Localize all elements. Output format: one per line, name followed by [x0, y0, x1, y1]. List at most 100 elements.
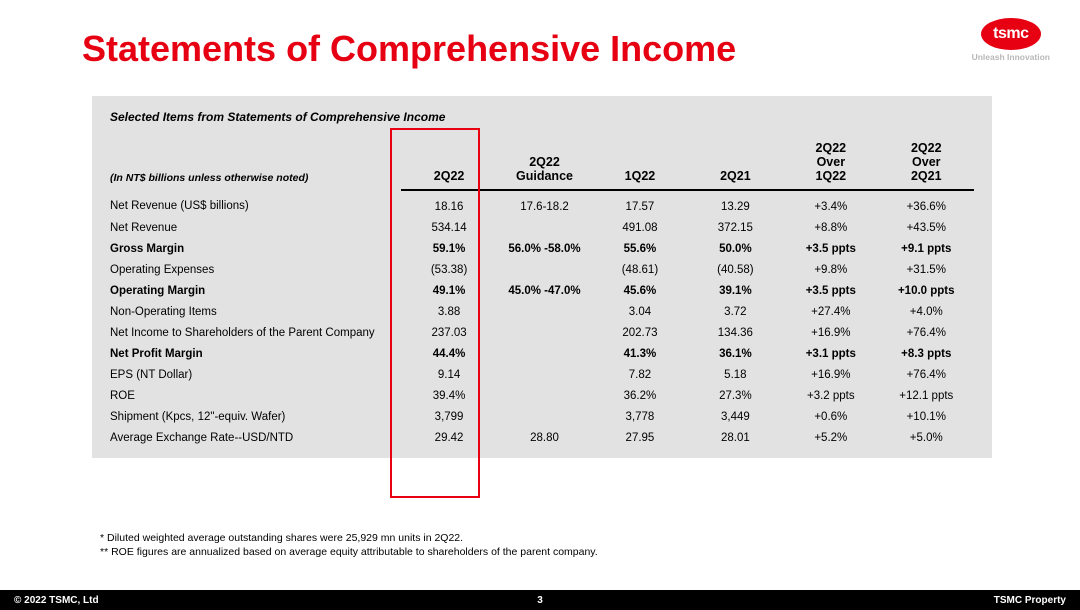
row-label: Net Income to Shareholders of the Parent…: [110, 322, 401, 343]
logo-tagline: Unleash Innovation: [972, 52, 1050, 62]
cell: 50.0%: [688, 238, 783, 259]
cell: +3.5 ppts: [783, 280, 878, 301]
cell: 59.1%: [401, 238, 496, 259]
cell: 9.14: [401, 364, 496, 385]
cell: +16.9%: [783, 322, 878, 343]
cell: 28.80: [497, 427, 592, 448]
row-label: EPS (NT Dollar): [110, 364, 401, 385]
footer-bar: © 2022 TSMC, Ltd 3 TSMC Property: [0, 590, 1080, 610]
company-logo: tsmc Unleash Innovation: [972, 18, 1050, 62]
cell: [497, 364, 592, 385]
cell: 3.88: [401, 301, 496, 322]
cell: +3.2 ppts: [783, 385, 878, 406]
table-header-row: (In NT$ billions unless otherwise noted)…: [110, 136, 974, 190]
cell: [497, 406, 592, 427]
table-row: Average Exchange Rate--USD/NTD29.4228.80…: [110, 427, 974, 448]
table-row: Gross Margin59.1%56.0% -58.0%55.6%50.0%+…: [110, 238, 974, 259]
cell: 491.08: [592, 217, 687, 238]
cell: +8.3 ppts: [879, 343, 974, 364]
cell: +5.2%: [783, 427, 878, 448]
cell: 3.04: [592, 301, 687, 322]
cell: +16.9%: [783, 364, 878, 385]
table-row: Operating Margin49.1%45.0% -47.0%45.6%39…: [110, 280, 974, 301]
table-row: EPS (NT Dollar)9.147.825.18+16.9%+76.4%: [110, 364, 974, 385]
unit-note: (In NT$ billions unless otherwise noted): [110, 136, 401, 190]
footer-property: TSMC Property: [994, 595, 1066, 606]
cell: 17.57: [592, 190, 687, 218]
col-head-over-2q21: 2Q22 Over 2Q21: [879, 136, 974, 190]
cell: 3,799: [401, 406, 496, 427]
col-head-2q22: 2Q22: [401, 136, 496, 190]
cell: [497, 217, 592, 238]
cell: 36.1%: [688, 343, 783, 364]
row-label: Non-Operating Items: [110, 301, 401, 322]
cell: +10.0 ppts: [879, 280, 974, 301]
cell: 39.1%: [688, 280, 783, 301]
cell: 45.0% -47.0%: [497, 280, 592, 301]
cell: +36.6%: [879, 190, 974, 218]
table-row: Operating Expenses(53.38)(48.61)(40.58)+…: [110, 259, 974, 280]
cell: +27.4%: [783, 301, 878, 322]
cell: (53.38): [401, 259, 496, 280]
cell: +3.1 ppts: [783, 343, 878, 364]
table-row: Net Revenue (US$ billions)18.1617.6-18.2…: [110, 190, 974, 218]
row-label: ROE: [110, 385, 401, 406]
cell: 202.73: [592, 322, 687, 343]
cell: 41.3%: [592, 343, 687, 364]
cell: 56.0% -58.0%: [497, 238, 592, 259]
row-label: Net Profit Margin: [110, 343, 401, 364]
logo-mark: tsmc: [981, 18, 1041, 50]
cell: +9.8%: [783, 259, 878, 280]
cell: 44.4%: [401, 343, 496, 364]
cell: 5.18: [688, 364, 783, 385]
cell: (48.61): [592, 259, 687, 280]
table-row: Net Profit Margin44.4% 41.3%36.1%+3.1 ppt…: [110, 343, 974, 364]
cell: 27.3%: [688, 385, 783, 406]
cell: 3,449: [688, 406, 783, 427]
cell: [497, 301, 592, 322]
cell: +8.8%: [783, 217, 878, 238]
col-head-2q21: 2Q21: [688, 136, 783, 190]
table-row: ROE39.4%36.2%27.3%+3.2 ppts+12.1 ppts: [110, 385, 974, 406]
cell: +10.1%: [879, 406, 974, 427]
cell: +9.1 ppts: [879, 238, 974, 259]
row-label: Gross Margin: [110, 238, 401, 259]
cell: +3.4%: [783, 190, 878, 218]
cell: 3.72: [688, 301, 783, 322]
cell: +0.6%: [783, 406, 878, 427]
table-row: Net Revenue534.14491.08372.15+8.8%+43.5%: [110, 217, 974, 238]
col-head-1q22: 1Q22: [592, 136, 687, 190]
cell: [497, 343, 592, 364]
row-label: Net Revenue (US$ billions): [110, 190, 401, 218]
cell: 36.2%: [592, 385, 687, 406]
cell: 27.95: [592, 427, 687, 448]
table-body: Net Revenue (US$ billions)18.1617.6-18.2…: [110, 190, 974, 449]
cell: 39.4%: [401, 385, 496, 406]
cell: 7.82: [592, 364, 687, 385]
cell: 17.6-18.2: [497, 190, 592, 218]
cell: 45.6%: [592, 280, 687, 301]
table-caption: Selected Items from Statements of Compre…: [110, 106, 974, 136]
cell: (40.58): [688, 259, 783, 280]
cell: 134.36: [688, 322, 783, 343]
cell: +31.5%: [879, 259, 974, 280]
income-table-container: Selected Items from Statements of Compre…: [92, 96, 992, 458]
row-label: Operating Margin: [110, 280, 401, 301]
col-head-over-1q22: 2Q22 Over 1Q22: [783, 136, 878, 190]
cell: +5.0%: [879, 427, 974, 448]
cell: 29.42: [401, 427, 496, 448]
footnote-2: ** ROE figures are annualized based on a…: [100, 546, 598, 558]
cell: 28.01: [688, 427, 783, 448]
cell: [497, 259, 592, 280]
cell: +3.5 ppts: [783, 238, 878, 259]
cell: 18.16: [401, 190, 496, 218]
row-label: Average Exchange Rate--USD/NTD: [110, 427, 401, 448]
income-table: (In NT$ billions unless otherwise noted)…: [110, 136, 974, 448]
footer-page-number: 3: [537, 595, 543, 606]
footnote-1: * Diluted weighted average outstanding s…: [100, 532, 598, 544]
cell: [497, 322, 592, 343]
col-head-guidance: 2Q22 Guidance: [497, 136, 592, 190]
cell: 3,778: [592, 406, 687, 427]
cell: [497, 385, 592, 406]
table-row: Net Income to Shareholders of the Parent…: [110, 322, 974, 343]
